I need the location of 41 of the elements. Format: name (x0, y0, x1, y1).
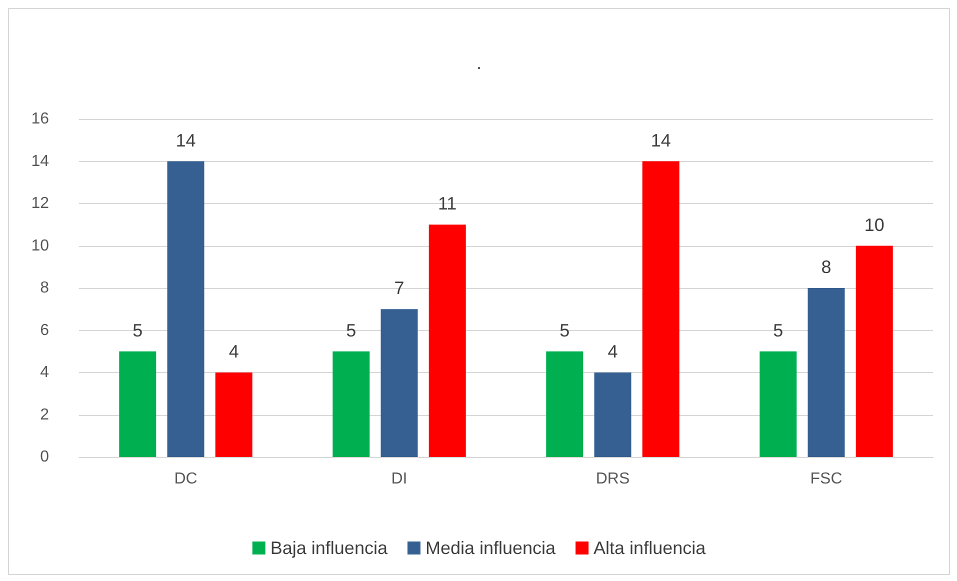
data-label: 5 (346, 320, 356, 340)
x-tick-label: DC (174, 470, 198, 488)
y-tick-label: 2 (40, 406, 50, 424)
x-tick-label: DI (391, 470, 408, 488)
y-tick-label: 12 (31, 195, 50, 212)
data-label: 5 (560, 320, 570, 340)
bar (642, 161, 680, 457)
data-label: 4 (228, 342, 239, 362)
bar (856, 246, 893, 457)
bar (119, 351, 156, 457)
bar (332, 351, 370, 457)
bar (428, 224, 466, 457)
y-tick-label: 4 (40, 364, 50, 381)
data-label: 4 (608, 342, 618, 362)
bar (808, 288, 845, 457)
y-tick-label: 6 (40, 322, 50, 339)
y-tick-label: 10 (31, 237, 50, 254)
legend-label: Alta influencia (594, 538, 707, 558)
data-label: 5 (132, 320, 143, 340)
data-label: 8 (821, 257, 832, 277)
data-label: 5 (773, 320, 784, 340)
bar (215, 372, 252, 457)
bar (167, 161, 204, 457)
x-tick-label: DRS (596, 470, 630, 488)
bar (594, 372, 632, 457)
bar (546, 351, 584, 457)
bar (380, 309, 418, 457)
chart-title: . (476, 53, 482, 73)
x-tick-label: FSC (810, 470, 842, 488)
y-tick-label: 16 (31, 110, 50, 128)
data-label: 14 (650, 130, 671, 150)
y-tick-label: 8 (40, 280, 50, 296)
legend-label: Media influencia (425, 538, 557, 558)
y-tick-label: 0 (40, 448, 50, 466)
y-tick-label: 14 (31, 152, 50, 170)
data-label: 14 (176, 130, 196, 150)
data-label: 7 (394, 278, 404, 298)
bar (760, 351, 797, 457)
data-label: 10 (864, 214, 884, 235)
data-label: 11 (438, 194, 457, 214)
legend-label: Baja influencia (270, 538, 388, 558)
